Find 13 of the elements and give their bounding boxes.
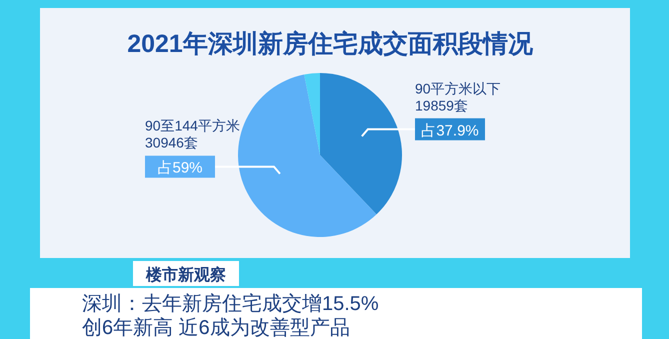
- slice-label: 90平方米以下: [415, 80, 501, 96]
- slice-label: 90至144平方米: [145, 118, 240, 134]
- text: 楼市新观察: [145, 265, 226, 284]
- pie-slice: [320, 73, 402, 214]
- text: 创6年新高 近6成为改善型产品: [82, 316, 350, 339]
- chart-title: 2021年深圳新房住宅成交面积段情况: [127, 30, 534, 58]
- text: 30946套: [145, 134, 198, 151]
- data-label: 占59%: [157, 160, 203, 177]
- data-label: 占37.9%: [421, 122, 479, 140]
- pie-slice: [304, 73, 320, 155]
- pie-slice: [238, 74, 377, 237]
- text: 19859套: [415, 97, 468, 114]
- text: 深圳：去年新房住宅成交增15.5%: [82, 292, 379, 315]
